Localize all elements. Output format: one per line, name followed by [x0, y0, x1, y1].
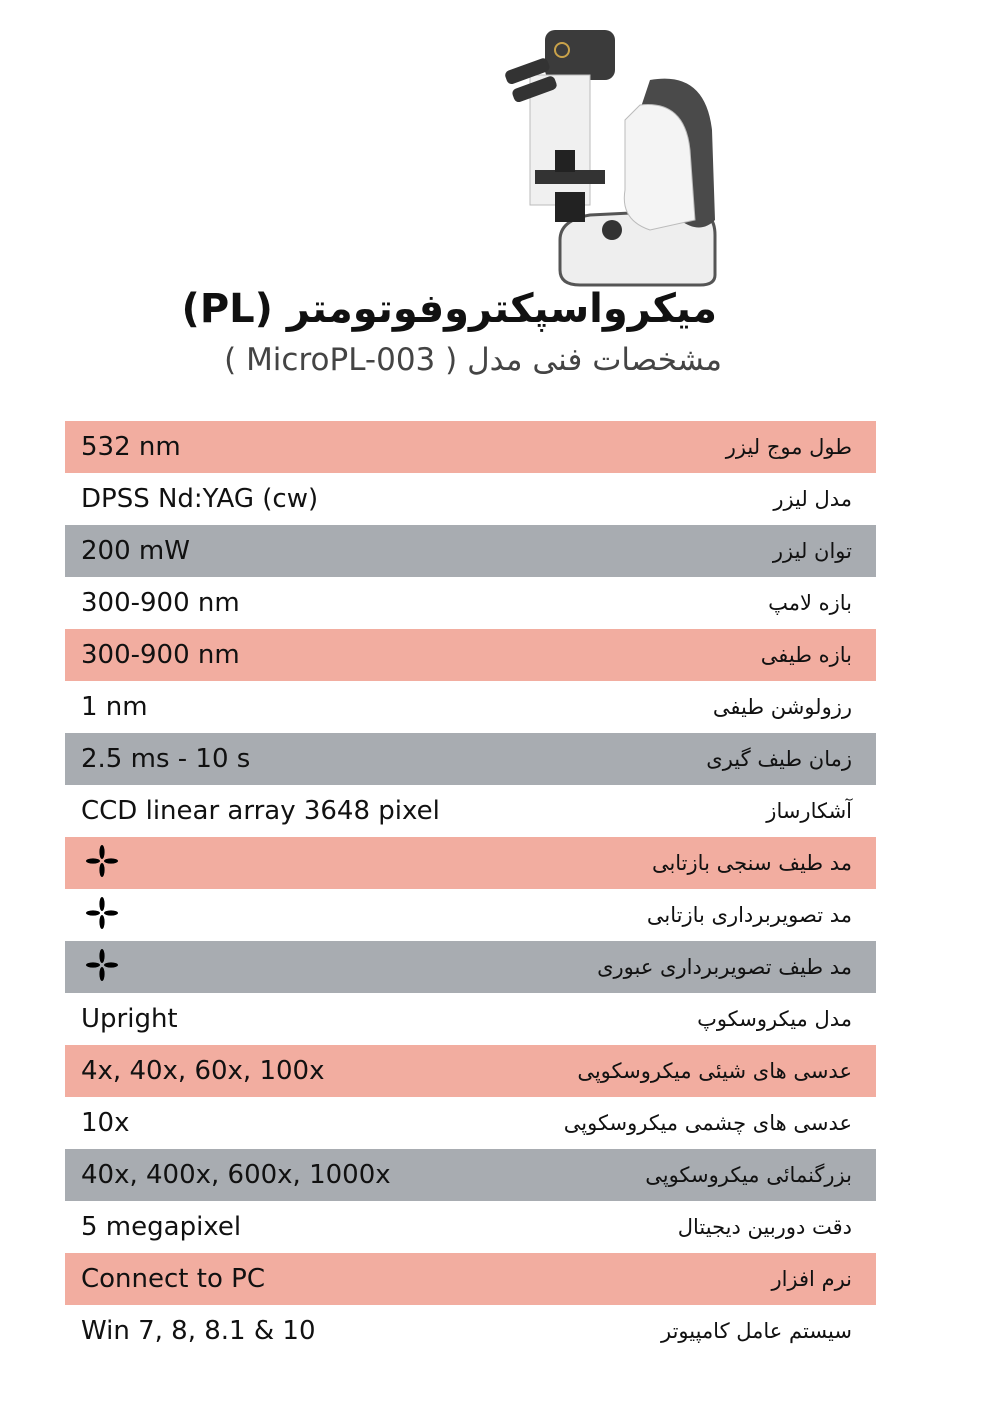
spec-label: مد تصویربرداری بازتابی [646, 903, 852, 927]
spec-label: زمان طیف گیری [706, 747, 852, 771]
spec-row: 200 mW توان لیزر [65, 525, 876, 577]
spec-row: مد طیف تصویربرداری عبوری [65, 941, 876, 993]
spec-label: عدسی های چشمی میکروسکوپی [563, 1111, 852, 1135]
page-subtitle: مشخصات فنی مدل ( MicroPL-003 ) [224, 342, 722, 378]
spec-label: رزولوشن طیفی [712, 695, 852, 719]
spec-row: 300-900 nm بازه طیفی [65, 629, 876, 681]
spec-label: توان لیزر [772, 539, 852, 563]
spec-label: مد طیف سنجی بازتابی [651, 851, 852, 875]
spec-label: بازه لامپ [768, 591, 852, 615]
spec-row: 532 nm طول موج لیزر [65, 421, 876, 473]
spec-value: 532 nm [81, 432, 181, 462]
spec-label: مدل میکروسکوپ [697, 1007, 852, 1031]
spec-value: 40x, 400x, 600x, 1000x [81, 1160, 391, 1190]
spec-row: 10x عدسی های چشمی میکروسکوپی [65, 1097, 876, 1149]
spec-row: 1 nm رزولوشن طیفی [65, 681, 876, 733]
spec-value: 300-900 nm [81, 640, 240, 670]
spec-value: Upright [81, 1004, 178, 1034]
spec-row: Upright مدل میکروسکوپ [65, 993, 876, 1045]
spec-row: 300-900 nm بازه لامپ [65, 577, 876, 629]
spec-value: CCD linear array 3648 pixel [81, 796, 440, 826]
spec-value: 4x, 40x, 60x, 100x [81, 1056, 325, 1086]
spec-label: طول موج لیزر [725, 435, 852, 459]
spec-label: آشکارساز [766, 799, 852, 823]
four-petal-check-icon [65, 896, 119, 934]
spec-label: مدل لیزر [773, 487, 852, 511]
spec-value: 10x [81, 1108, 130, 1138]
microscope-image [505, 30, 717, 287]
spec-row: Connect to PC نرم افزار [65, 1253, 876, 1305]
spec-label: نرم افزار [771, 1267, 852, 1291]
spec-value: 2.5 ms - 10 s [81, 744, 251, 774]
spec-row: 4x, 40x, 60x, 100x عدسی های شیئی میکروسکو… [65, 1045, 876, 1097]
spec-value: DPSS Nd:YAG (cw) [81, 484, 319, 514]
four-petal-check-icon [65, 844, 119, 882]
spec-label: عدسی های شیئی میکروسکوپی [577, 1059, 852, 1083]
spec-row: 5 megapixel دقت دوربین دیجیتال [65, 1201, 876, 1253]
spec-value: 5 megapixel [81, 1212, 242, 1242]
spec-row: Win 7, 8, 8.1 & 10 سیستم عامل کامپیوتر [65, 1305, 876, 1357]
spec-value: 1 nm [81, 692, 148, 722]
spec-label: بازه طیفی [760, 643, 852, 667]
page-title: میکرواسپکتروفوتومتر (PL) [181, 286, 717, 332]
spec-value: 300-900 nm [81, 588, 240, 618]
spec-row: 2.5 ms - 10 s زمان طیف گیری [65, 733, 876, 785]
spec-row: 40x, 400x, 600x, 1000x بزرگنمائی میکروسکو… [65, 1149, 876, 1201]
four-petal-check-icon [65, 948, 119, 986]
spec-row: مد طیف سنجی بازتابی [65, 837, 876, 889]
spec-row: DPSS Nd:YAG (cw) مدل لیزر [65, 473, 876, 525]
spec-row: CCD linear array 3648 pixel آشکارساز [65, 785, 876, 837]
spec-table: 532 nm طول موج لیزر DPSS Nd:YAG (cw) مدل لی… [65, 421, 876, 1357]
spec-row: مد تصویربرداری بازتابی [65, 889, 876, 941]
spec-label: دقت دوربین دیجیتال [677, 1215, 852, 1239]
spec-label: مد طیف تصویربرداری عبوری [597, 955, 852, 979]
spec-label: بزرگنمائی میکروسکوپی [645, 1163, 852, 1187]
spec-value: Win 7, 8, 8.1 & 10 [81, 1316, 316, 1346]
spec-value: 200 mW [81, 536, 190, 566]
spec-label: سیستم عامل کامپیوتر [660, 1319, 852, 1343]
spec-value: Connect to PC [81, 1264, 265, 1294]
